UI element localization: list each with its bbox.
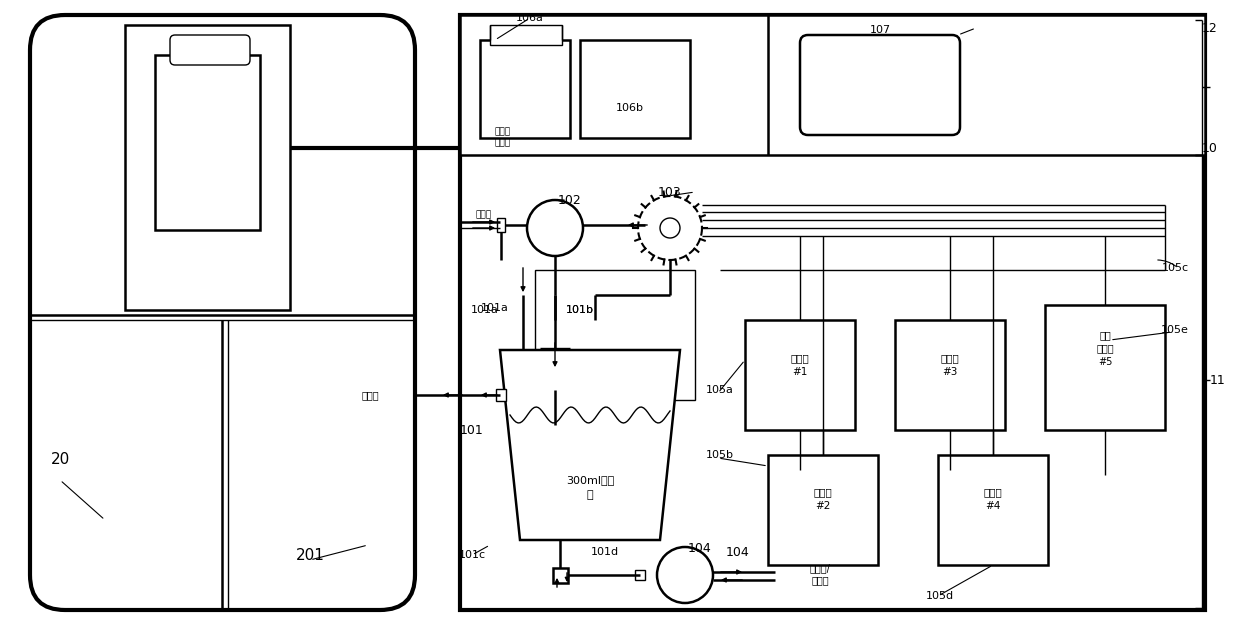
Text: 进气口: 进气口: [812, 575, 829, 585]
Bar: [540, 320, 570, 390]
Bar: [1044, 305, 1165, 430]
Text: 101d: 101d: [591, 547, 620, 557]
FancyBboxPatch shape: [800, 35, 960, 135]
Bar: [496, 389, 506, 401]
Text: 101a: 101a: [471, 305, 499, 315]
Text: 300ml样品: 300ml样品: [566, 475, 615, 485]
Text: 102: 102: [558, 193, 582, 207]
Bar: [938, 455, 1048, 565]
Bar: [535, 270, 695, 400]
Text: 107: 107: [870, 25, 891, 35]
Text: 号串口: 号串口: [494, 138, 510, 148]
Text: 试剂瓶: 试剂瓶: [790, 353, 809, 363]
Text: 控制信: 控制信: [494, 128, 510, 136]
Text: 试剂瓶: 试剂瓶: [940, 353, 959, 363]
Bar: [580, 40, 690, 138]
Text: 105b: 105b: [706, 450, 733, 460]
Circle shape: [660, 218, 680, 238]
Bar: [125, 25, 290, 310]
Bar: [489, 25, 563, 45]
Text: 106a: 106a: [517, 13, 544, 23]
Bar: [497, 218, 506, 232]
Circle shape: [527, 200, 584, 256]
Text: 12: 12: [1202, 21, 1218, 34]
Text: 10: 10: [1202, 141, 1218, 155]
Text: 进液口: 进液口: [476, 210, 492, 220]
Text: 纯水: 纯水: [1099, 330, 1111, 340]
Text: 106b: 106b: [616, 103, 644, 113]
Text: #1: #1: [792, 367, 808, 377]
FancyBboxPatch shape: [170, 35, 250, 65]
Text: 试剂瓶: 试剂瓶: [814, 487, 833, 497]
Text: #2: #2: [815, 501, 830, 511]
Text: 101b: 101b: [566, 305, 593, 315]
Text: #4: #4: [985, 501, 1001, 511]
Text: 104: 104: [726, 545, 750, 558]
Text: 排液口/: 排液口/: [809, 563, 830, 573]
Text: 104: 104: [688, 541, 712, 555]
Text: 101b: 101b: [566, 305, 593, 315]
Text: 101c: 101c: [458, 550, 486, 560]
Text: 105d: 105d: [926, 591, 954, 601]
Text: 103: 103: [658, 185, 681, 198]
Text: 101: 101: [460, 424, 484, 436]
Text: 试剂瓶: 试剂瓶: [1097, 343, 1114, 353]
Text: 杯: 杯: [587, 490, 593, 500]
Circle shape: [657, 547, 712, 603]
Text: 105a: 105a: [706, 385, 733, 395]
Text: 进样口: 进样口: [362, 390, 379, 400]
Text: #3: #3: [943, 367, 958, 377]
Bar: [479, 40, 570, 138]
Text: #5: #5: [1098, 357, 1113, 367]
Text: 105c: 105c: [1161, 263, 1188, 273]
Bar: [155, 55, 260, 230]
Text: 试剂瓶: 试剂瓶: [984, 487, 1002, 497]
Text: 201: 201: [296, 548, 325, 563]
Text: 11: 11: [1211, 374, 1225, 386]
FancyBboxPatch shape: [30, 15, 415, 610]
Bar: [460, 15, 1206, 610]
Text: 101a: 101a: [481, 303, 509, 313]
Text: 105e: 105e: [1161, 325, 1189, 335]
Text: 20: 20: [51, 453, 69, 468]
Bar: [745, 320, 855, 430]
Bar: [460, 15, 1206, 155]
Bar: [895, 320, 1005, 430]
Bar: [768, 455, 878, 565]
Bar: [553, 568, 567, 583]
Polygon shape: [501, 350, 680, 540]
Bar: [636, 570, 646, 580]
